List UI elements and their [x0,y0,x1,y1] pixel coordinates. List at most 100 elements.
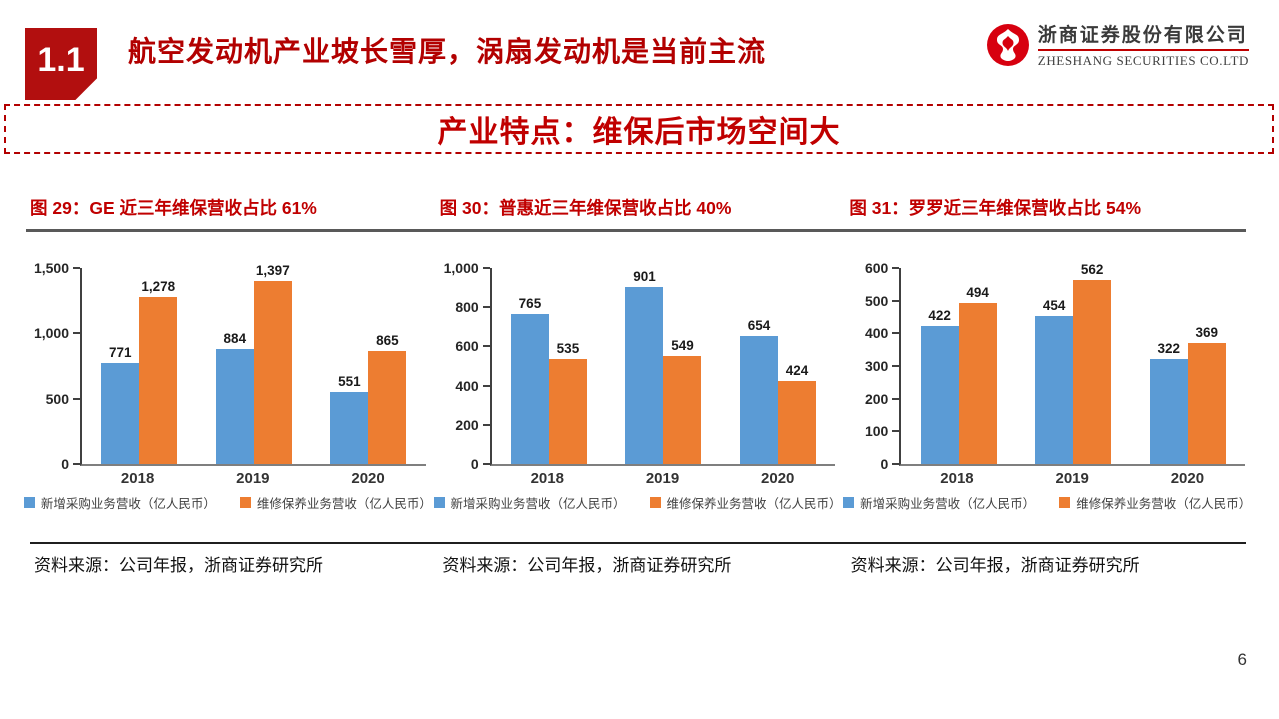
y-axis-tick-mark [73,267,80,269]
bar: 369 [1187,325,1226,464]
bar: 865 [368,333,407,464]
bar-value-label: 771 [109,345,132,361]
plot-wrap: 771 1,278 884 1,397 551 865 2018 2019 2020 [80,263,426,487]
x-axis-category-label: 2019 [1055,470,1089,487]
source-note: 资料来源：公司年报，浙商证券研究所 [850,556,1140,576]
legend-label: 新增采购业务营收（亿人民币） [40,497,216,511]
y-axis-tick-label: 500 [864,292,889,309]
plot-wrap: 765 535 901 549 654 424 2018 2019 2020 [489,268,836,487]
title-divider-line [26,229,1246,232]
bar-group-2019: 454 562 [1033,262,1113,464]
y-axis-tick-label: 200 [864,390,889,407]
section-number-badge: 1.1 [25,28,97,100]
bar: 1,397 [253,263,292,464]
company-logo: 浙商证券股份有限公司 ZHESHANG SECURITIES CO.LTD [986,20,1249,69]
plot-wrap: 422 494 454 562 322 369 2018 2019 2020 [899,262,1246,487]
plot-area: 422 494 454 562 322 369 [899,262,1246,466]
bar-value-label: 884 [223,330,247,346]
legend-item-maintenance: 维修保养业务营收（亿人民币） [239,493,432,512]
x-axis-category-label: 2019 [645,470,680,487]
bar-group-2018: 765 535 [509,296,589,464]
y-axis-tick-mark [892,267,900,269]
y-axis-tick-mark [73,332,80,335]
y-axis-tick-label: 0 [61,456,69,472]
bar-value-label: 654 [747,317,771,333]
bar: 549 [663,338,702,464]
bar-group-2020: 322 369 [1148,325,1228,464]
legend-item-new-purchase: 新增采购业务营收（亿人民币） [23,493,216,512]
section-banner-title: 产业特点：维保后市场空间大 [437,116,841,149]
bar-value-label: 549 [671,338,694,354]
bar-group-2018: 422 494 [919,285,999,464]
plot-area: 771 1,278 884 1,397 551 865 [80,263,426,466]
bar-value-label: 369 [1195,325,1218,341]
x-axis-category-label: 2019 [236,470,270,487]
bar: 322 [1149,341,1188,464]
y-axis-tick-label: 1,500 [33,260,69,276]
bar: 424 [778,363,817,464]
y-axis-tick-mark [892,365,900,367]
y-axis-tick-label: 600 [864,260,889,276]
legend-item-new-purchase: 新增采购业务营收（亿人民币） [843,493,1035,512]
bar: 562 [1073,262,1112,464]
y-axis-tick-mark [482,463,490,465]
y-axis-tick-label: 400 [455,377,479,394]
bar: 884 [215,331,254,464]
y-axis-tick-mark [482,306,490,309]
page-title: 航空发动机产业坡长雪厚，涡扇发动机是当前主流 [128,36,767,67]
chart-legend: 新增采购业务营收（亿人民币） 维修保养业务营收（亿人民币） [23,493,432,512]
plot-area: 765 535 901 549 654 424 [489,268,836,466]
chart-canvas: 0 200 400 600 800 1,000 765 535 901 549 654 424 20… [440,260,836,487]
x-axis-category-label: 2018 [530,470,564,487]
chart-rr: 0 100 200 300 400 500 600 422 494 454 562 322 369 2… [843,260,1251,512]
legend-label: 维修保养业务营收（亿人民币） [666,497,842,511]
x-axis-category-label: 2020 [351,470,385,487]
legend-swatch-blue [433,497,445,508]
logo-company-name-en: ZHESHANG SECURITIES CO.LTD [1037,53,1249,68]
legend-item-maintenance: 维修保养业务营收（亿人民币） [1059,493,1251,512]
figure-title-rr: 图 31：罗罗近三年维保营收占比 54% [849,198,1142,218]
bar-value-label: 422 [928,308,951,324]
chart-legend: 新增采购业务营收（亿人民币） 维修保养业务营收（亿人民币） [433,493,842,512]
x-axis-category-label: 2018 [120,470,155,487]
bar-value-label: 562 [1080,262,1104,278]
bar: 901 [625,269,664,464]
x-axis-labels: 2018 2019 2020 [899,470,1245,487]
legend-label: 维修保养业务营收（亿人民币） [256,497,432,511]
y-axis-tick-mark [482,345,490,348]
sources-row: 资料来源：公司年报，浙商证券研究所 资料来源：公司年报，浙商证券研究所 资料来源… [34,551,1245,576]
legend-swatch-orange [239,497,251,508]
figure-title-pw: 图 30：普惠近三年维保营收占比 40% [439,198,732,218]
y-axis-tick-mark [482,423,490,426]
y-axis-tick-mark [892,397,900,400]
y-axis-tick-mark [482,267,490,269]
legend-swatch-orange [1059,497,1071,508]
y-axis-tick-mark [73,397,80,400]
bar: 551 [330,374,369,464]
y-axis-tick-label: 500 [45,390,69,407]
chart-ge: 0 500 1,000 1,500 771 1,278 884 1,397 551 865 20… [23,260,432,512]
y-axis: 0 500 1,000 1,500 [30,260,80,472]
bar-value-label: 494 [966,284,989,300]
y-axis-tick-label: 1,000 [443,260,479,276]
bar: 654 [740,318,779,464]
y-axis-tick-label: 0 [880,456,889,472]
y-axis-tick-mark [892,332,900,335]
x-axis-category-label: 2018 [940,470,974,487]
bar-group-2019: 884 1,397 [214,263,294,464]
bar-value-label: 424 [785,362,809,378]
bar-value-label: 1,397 [255,263,290,279]
y-axis-tick-mark [892,430,900,433]
y-axis-tick-mark [73,463,80,465]
bar: 1,278 [139,279,178,464]
legend-label: 新增采购业务营收（亿人民币） [860,497,1036,511]
x-axis-labels: 2018 2019 2020 [80,470,426,487]
source-note: 资料来源：公司年报，浙商证券研究所 [442,556,732,576]
figure-titles-row: 图 29：GE 近三年维保营收占比 61% 图 30：普惠近三年维保营收占比 4… [30,195,1245,220]
y-axis-tick-label: 400 [864,325,889,342]
y-axis-tick-mark [482,384,490,387]
bar-value-label: 865 [376,332,399,348]
logo-text: 浙商证券股份有限公司 ZHESHANG SECURITIES CO.LTD [1037,20,1249,69]
bar: 765 [510,296,549,464]
bar-group-2018: 771 1,278 [99,279,179,464]
